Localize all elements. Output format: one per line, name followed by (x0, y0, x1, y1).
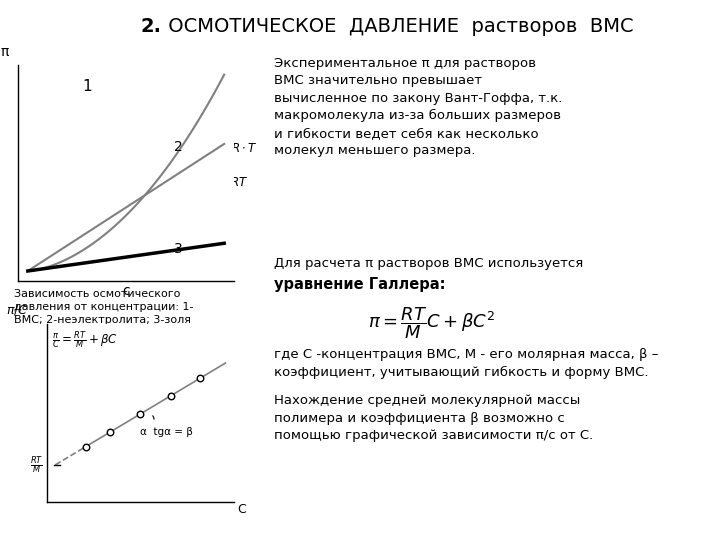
Point (166, 392, 177, 400)
Text: 1: 1 (83, 79, 92, 94)
Text: π: π (1, 45, 9, 59)
Text: C: C (238, 503, 246, 516)
Point (135, 410, 146, 418)
X-axis label: с: с (122, 284, 130, 298)
Text: уравнение Галлера:: уравнение Галлера: (274, 277, 445, 292)
Text: Зависимость осмотического
давления от концентрации: 1-
ВМС; 2-неэлектролита; 3-з: Зависимость осмотического давления от ко… (14, 289, 194, 325)
Text: 2.: 2. (140, 17, 161, 36)
Point (80, 442, 91, 451)
Text: $\pi = C \cdot R \cdot T$: $\pi = C \cdot R \cdot T$ (193, 142, 257, 155)
Text: Для расчета π растворов ВМС используется: Для расчета π растворов ВМС используется (274, 256, 583, 269)
Text: Экспериментальное π для растворов
ВМС значительно превышает
вычисленное по закон: Экспериментальное π для растворов ВМС зн… (274, 57, 562, 157)
Text: 2: 2 (174, 140, 182, 154)
Text: $\pi = \dfrac{RT}{M}C + \beta C^{2}$: $\pi = \dfrac{RT}{M}C + \beta C^{2}$ (369, 305, 495, 341)
Text: Нахождение средней молекулярной массы
полимера и коэффициента β возможно с
помощ: Нахождение средней молекулярной массы по… (274, 394, 593, 442)
Text: $\pi - \dfrac{C_v}{N_A}RT$: $\pi - \dfrac{C_v}{N_A}RT$ (193, 168, 249, 198)
Text: где С -концентрация ВМС, М - его молярная масса, β –
коэффициент, учитывающий ги: где С -концентрация ВМС, М - его молярна… (274, 348, 658, 379)
Text: 3: 3 (174, 242, 182, 256)
Text: $\frac{RT}{M}$: $\frac{RT}{M}$ (30, 454, 43, 476)
Text: α  tgα = β: α tgα = β (140, 427, 193, 436)
Point (194, 374, 206, 383)
Text: $\frac{\pi}{C} = \frac{RT}{M} + \beta C$: $\frac{\pi}{C} = \frac{RT}{M} + \beta C$ (53, 329, 118, 351)
Point (104, 428, 115, 437)
Text: $\pi/C$: $\pi/C$ (6, 303, 28, 317)
Text: ОСМОТИЧЕСКОЕ  ДАВЛЕНИЕ  растворов  ВМС: ОСМОТИЧЕСКОЕ ДАВЛЕНИЕ растворов ВМС (162, 17, 634, 36)
